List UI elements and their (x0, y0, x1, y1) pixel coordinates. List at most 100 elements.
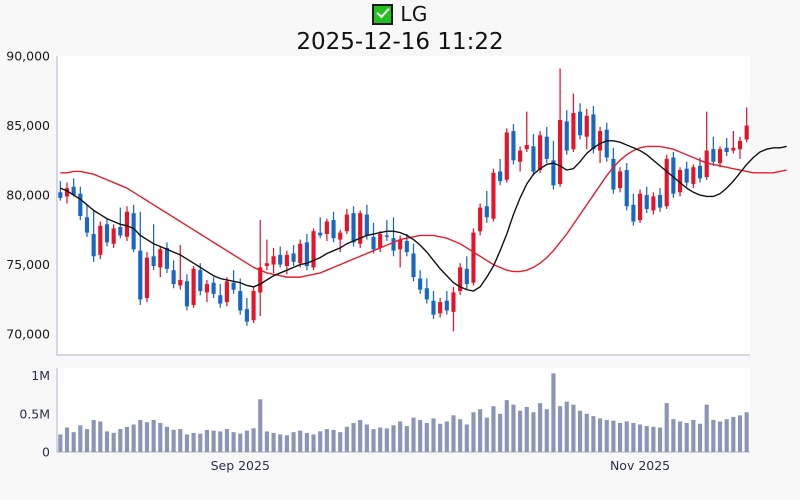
volume-bar (378, 427, 383, 452)
candle-body (178, 279, 183, 286)
volume-y-tick-label: 0.5M (19, 406, 50, 421)
volume-bar (451, 415, 456, 452)
candle-body (184, 281, 190, 307)
volume-bar (704, 404, 709, 452)
volume-bar (498, 413, 503, 452)
x-tick-label: Nov 2025 (610, 458, 670, 473)
candle-body (651, 196, 656, 211)
candle-body (78, 193, 83, 216)
volume-bar (218, 431, 223, 452)
volume-bar (691, 419, 696, 452)
candle-body (458, 267, 463, 292)
candle-body (118, 227, 123, 236)
candle-body (478, 207, 483, 232)
volume-bar (431, 418, 436, 452)
candle-body (731, 147, 736, 151)
candle-body (531, 146, 536, 172)
candle-body (697, 165, 703, 179)
volume-bar (484, 417, 489, 452)
price-y-tick-label: 90,000 (6, 49, 50, 64)
chart-title-line: LG (0, 0, 800, 28)
volume-bar (164, 426, 170, 452)
volume-bar (338, 432, 343, 452)
volume-bar (138, 419, 143, 452)
volume-bar (511, 404, 516, 452)
candle-body (498, 171, 503, 182)
volume-bar (471, 412, 476, 452)
volume-bar (657, 427, 663, 452)
candle-body (58, 192, 63, 198)
volume-bar (458, 419, 463, 452)
candle-body (364, 214, 369, 236)
price-axis-line (56, 56, 750, 356)
volume-bar (298, 430, 303, 452)
volume-bar (677, 421, 683, 452)
volume-bar (124, 426, 130, 452)
candle-body (258, 267, 263, 293)
volume-bar (644, 426, 649, 452)
volume-bar (98, 421, 103, 452)
candle-body (664, 158, 669, 207)
candle-body (444, 300, 449, 311)
candle-body (598, 131, 603, 151)
volume-bar (384, 428, 389, 452)
volume-bar (684, 422, 689, 452)
volume-bar (571, 404, 576, 452)
candle-body (278, 254, 283, 265)
volume-bar (617, 422, 623, 452)
volume-bar (578, 410, 583, 452)
candle-body (138, 250, 143, 300)
candle-body (717, 149, 723, 164)
volume-bar (191, 432, 196, 452)
candle-body (351, 213, 356, 243)
candle-body (431, 300, 436, 315)
volume-bar (224, 429, 229, 452)
volume-bar (624, 421, 629, 452)
candle-body (244, 309, 249, 322)
volume-bar (178, 429, 183, 452)
volume-bar (664, 403, 669, 452)
volume-bar (291, 432, 296, 452)
candle-body (538, 135, 543, 171)
volume-bar (118, 429, 123, 452)
volume-bar (84, 429, 90, 452)
volume-bar (311, 434, 316, 452)
volume-bar (198, 433, 203, 452)
candle-body (631, 204, 636, 222)
candle-body (191, 268, 196, 305)
candle-body (164, 247, 170, 269)
check-green-icon (372, 3, 394, 25)
volume-bar (584, 413, 589, 452)
candle-body (291, 253, 296, 262)
volume-bar (504, 400, 509, 452)
candle-body (617, 171, 623, 189)
volume-bar (324, 429, 329, 452)
candle-body (98, 225, 103, 255)
chart-title-area: LG 2025-12-16 11:22 (0, 0, 800, 57)
volume-bar (631, 422, 636, 452)
candle-body (564, 121, 569, 151)
volume-bar (211, 430, 216, 452)
candle-body (571, 113, 576, 150)
moving-average-long-line (60, 145, 787, 278)
volume-bar (251, 428, 256, 452)
volume-bar (158, 422, 163, 452)
volume-bar (598, 418, 603, 452)
candle-body (211, 282, 216, 294)
volume-bar (478, 409, 483, 452)
volume-bar (151, 419, 156, 452)
candle-body (604, 129, 609, 158)
volume-y-axis-ticks: 0 0.5M 1M (19, 368, 50, 459)
candle-body (711, 149, 716, 162)
volume-bar (184, 434, 190, 452)
candle-body (298, 243, 303, 264)
volume-bar (278, 434, 283, 452)
volume-bar (398, 421, 403, 452)
price-y-tick-label: 70,000 (6, 327, 50, 342)
volume-bar (58, 434, 63, 452)
candle-body (264, 263, 269, 266)
volume-bar (144, 422, 150, 452)
candle-body (657, 195, 663, 208)
